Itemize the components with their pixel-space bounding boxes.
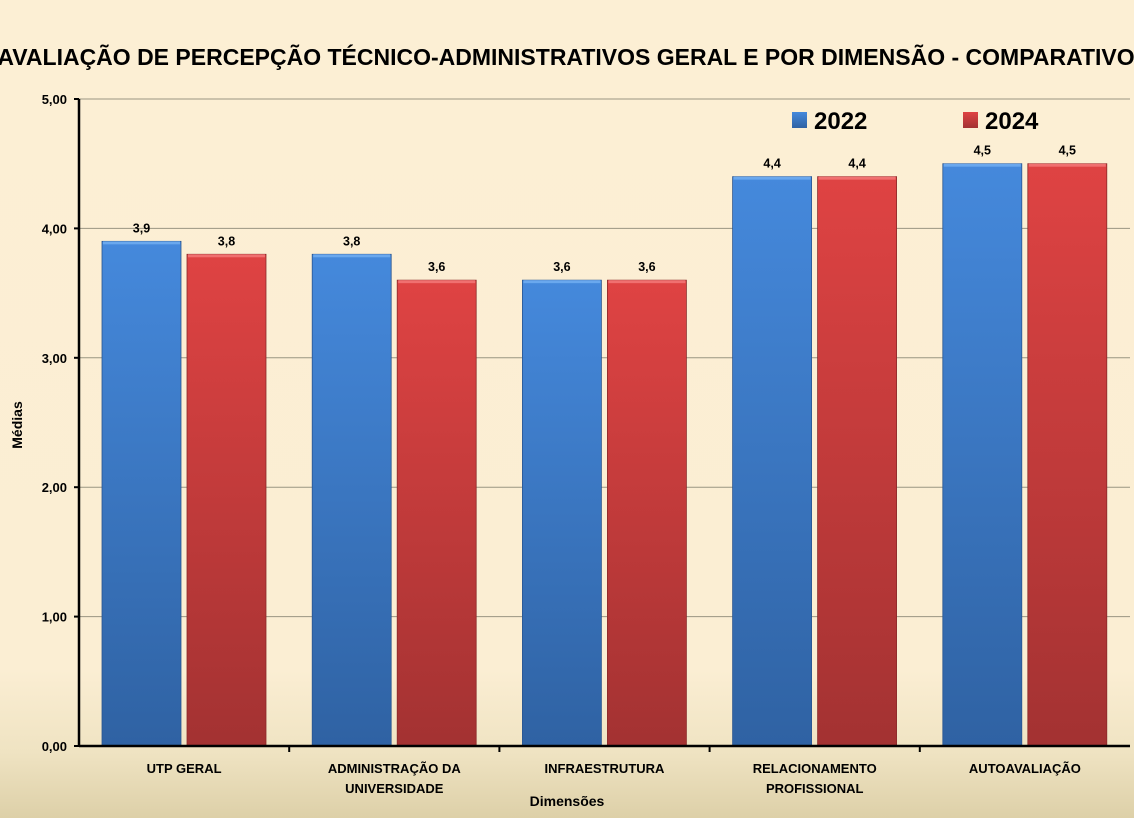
y-tick-label: 0,00 <box>42 739 67 754</box>
bar-2022 <box>311 253 392 747</box>
legend: 2022 2024 <box>792 108 1039 135</box>
legend-swatch-2024 <box>963 112 978 128</box>
x-tick-label: PROFISSIONAL <box>766 781 864 796</box>
chart-title: AVALIAÇÃO DE PERCEPÇÃO TÉCNICO-ADMINISTR… <box>0 43 1134 70</box>
bar-top-highlight <box>103 241 180 245</box>
y-tick-label: 5,00 <box>42 92 67 107</box>
legend-swatch-2022 <box>792 112 807 128</box>
legend-label: 2022 <box>814 108 867 135</box>
data-label: 4,5 <box>974 144 991 158</box>
data-label: 3,8 <box>218 234 235 248</box>
bar-2022 <box>101 240 182 747</box>
bar-top-highlight <box>398 280 476 284</box>
bar-2022 <box>522 279 602 747</box>
bar-top-highlight <box>188 254 265 258</box>
data-label: 4,5 <box>1059 144 1076 158</box>
y-tick-label: 4,00 <box>42 221 67 236</box>
data-label: 3,6 <box>428 260 445 274</box>
bar-2024 <box>396 279 477 747</box>
data-label: 3,6 <box>638 260 655 274</box>
bar-top-highlight <box>1028 163 1106 167</box>
x-tick-label: UTP GERAL <box>147 761 222 776</box>
x-tick-label: ADMINISTRAÇÃO DA <box>328 761 461 776</box>
x-tick-label: INFRAESTRUTURA <box>545 761 665 776</box>
data-label: 4,4 <box>763 157 780 171</box>
bar-2024 <box>607 279 687 747</box>
bar-top-highlight <box>733 176 811 180</box>
data-label: 3,8 <box>343 234 360 248</box>
x-tick-label: AUTOAVALIAÇÃO <box>969 761 1081 776</box>
bar-top-highlight <box>523 280 601 284</box>
bar-top-highlight <box>943 163 1021 167</box>
x-axis-title: Dimensões <box>530 793 605 809</box>
bar-2024 <box>186 253 267 747</box>
y-axis-title: Médias <box>9 401 25 449</box>
y-tick-label: 1,00 <box>42 610 67 625</box>
y-tick-label: 3,00 <box>42 351 67 366</box>
x-tick-label: UNIVERSIDADE <box>345 781 444 796</box>
bar-2024 <box>817 176 897 747</box>
bar-2022 <box>732 176 812 747</box>
bar-top-highlight <box>608 280 686 284</box>
bar-2024 <box>1027 163 1108 747</box>
bar-top-highlight <box>313 254 391 258</box>
x-tick-label: RELACIONAMENTO <box>753 761 877 776</box>
data-label: 4,4 <box>848 157 865 171</box>
bar-2022 <box>942 163 1023 747</box>
data-label: 3,6 <box>553 260 570 274</box>
legend-label: 2024 <box>985 108 1039 135</box>
bar-top-highlight <box>818 176 896 180</box>
y-tick-label: 2,00 <box>42 480 67 495</box>
data-label: 3,9 <box>133 221 150 235</box>
